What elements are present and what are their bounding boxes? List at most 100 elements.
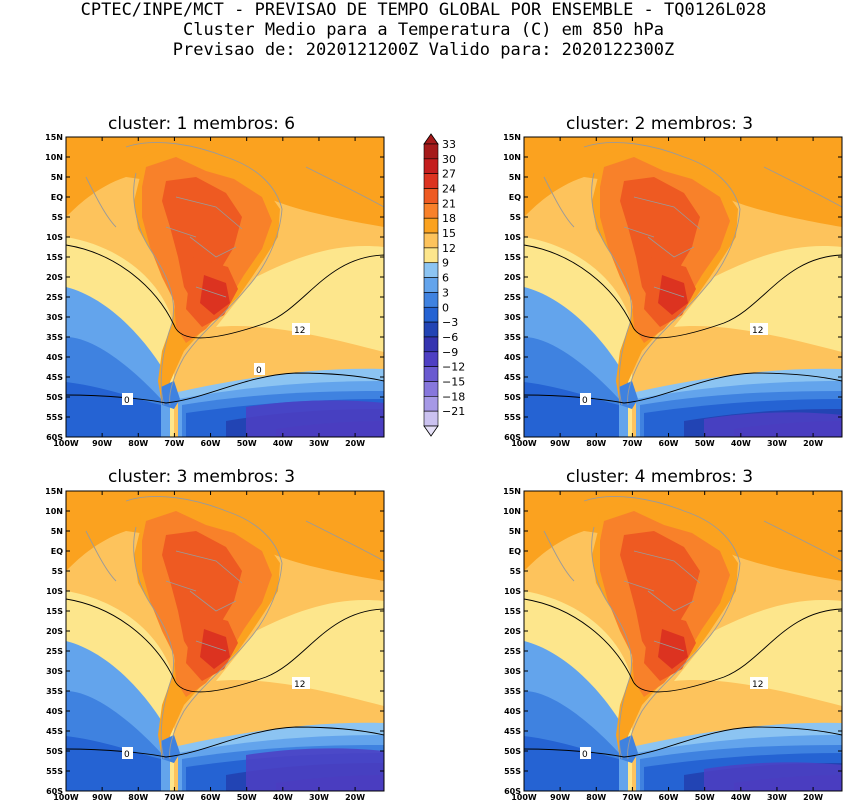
colorbar-swatch-14: [423, 336, 439, 353]
header-line-2: Cluster Medio para a Temperatura (C) em …: [182, 20, 665, 40]
colorbar-swatch-1: [423, 143, 439, 160]
colorbar-swatch-13: [423, 321, 439, 338]
lon-label-40W: 40W: [273, 439, 293, 448]
lat-label-55S: 55S: [46, 413, 63, 422]
lat-label-50S: 50S: [504, 747, 521, 756]
lat-label-5N: 5N: [51, 527, 63, 536]
map-panel-2: 12 0 15N 10N 5N EQ 5S 10S 15S 20S 25S 30S 35S 40S 45S 5…: [503, 133, 843, 448]
contour-label-box-3: [254, 363, 265, 375]
panel-frame-4: [523, 490, 843, 792]
lat-label-55S: 55S: [504, 767, 521, 776]
coastline-4: [543, 530, 575, 582]
contour-label-box-1: [750, 677, 768, 689]
colorbar-label--12: −12: [442, 361, 465, 374]
contour-label-box-2: [122, 393, 133, 405]
map-panel-1: 12 0 0 15N 10N 5N EQ 5S 10S 15S 20S 25S 30S 35S 40S 45S…: [45, 133, 385, 448]
lat-label-5S: 5S: [510, 567, 522, 576]
coastline-3: [133, 526, 175, 760]
lat-label-55S: 55S: [46, 767, 63, 776]
lat-label-40S: 40S: [46, 353, 63, 362]
lat-label-35S: 35S: [46, 687, 63, 696]
colorbar-label-3: 3: [442, 286, 449, 299]
contour-label-3: 0: [256, 366, 262, 376]
country-borders: [165, 550, 243, 652]
panel-frame-1: [65, 136, 385, 438]
colorbar-label-18: 18: [442, 212, 456, 225]
contour-label-box-2: [580, 393, 591, 405]
lat-label-50S: 50S: [46, 747, 63, 756]
contour-label-box-1: [750, 323, 768, 335]
colorbar-swatch-10: [423, 277, 439, 293]
contour-12: [66, 598, 384, 693]
lat-label-10N: 10N: [45, 153, 63, 162]
lat-label-60S: 60S: [46, 787, 63, 796]
coastline-2: [169, 208, 283, 406]
coastline-2: [169, 562, 283, 760]
colorbar-label-30: 30: [442, 153, 456, 166]
lat-label-55S: 55S: [504, 413, 521, 422]
warm-core-2: [162, 177, 242, 307]
colorbar-label-27: 27: [442, 168, 456, 181]
colorbar-bottom-arrow: [423, 425, 439, 437]
lat-label-15S: 15S: [46, 253, 63, 262]
contour-label-2: 0: [124, 396, 130, 406]
colorbar-label-9: 9: [442, 257, 449, 270]
contour-12: [524, 598, 842, 693]
colorbar-swatch-4: [423, 188, 439, 204]
contour-12: [66, 244, 384, 339]
lon-label-50W: 50W: [237, 793, 257, 802]
coastline-3: [133, 172, 175, 406]
lon-label-60W: 60W: [659, 439, 679, 448]
lat-label-5S: 5S: [52, 567, 64, 576]
lat-label-35S: 35S: [504, 687, 521, 696]
lat-label-30S: 30S: [504, 667, 521, 676]
lon-label-70W: 70W: [622, 439, 642, 448]
contour-label-2: 0: [582, 396, 588, 406]
lon-label-50W: 50W: [695, 793, 715, 802]
temperature-field-cold-pocket: [246, 748, 384, 791]
warm-core-2: [620, 531, 700, 661]
lat-label-40S: 40S: [46, 707, 63, 716]
lat-label-45S: 45S: [504, 727, 521, 736]
lon-label-70W: 70W: [164, 439, 184, 448]
coastline-5: [305, 520, 384, 562]
map-panel-3: 12 0 15N 10N 5N EQ 5S 10S 15S 20S 25S 30S 35S 40S 45S 5…: [45, 487, 385, 802]
colorbar-swatch-17: [423, 381, 439, 397]
lon-label-80W: 80W: [128, 793, 148, 802]
lat-label-40S: 40S: [504, 707, 521, 716]
lat-label-60S: 60S: [504, 433, 521, 442]
lon-label-60W: 60W: [201, 793, 221, 802]
contour-label-1: 12: [752, 680, 763, 690]
contour-label-box-2: [122, 747, 133, 759]
lat-label-5S: 5S: [510, 213, 522, 222]
colorbar-swatch-9: [423, 262, 439, 278]
lon-label-20W: 20W: [803, 793, 823, 802]
colorbar-swatch-18: [423, 396, 439, 412]
lat-label-45S: 45S: [504, 373, 521, 382]
header-line-3: Previsao de: 2020121200Z Valido para: 20…: [172, 40, 675, 60]
colorbar-label--6: −6: [442, 331, 458, 344]
contour-label-2: 0: [582, 750, 588, 760]
map-panel-4: 12 0 15N 10N 5N EQ 5S 10S 15S 20S 25S 30S 35S 40S 45S 5…: [503, 487, 843, 802]
lat-label-30S: 30S: [504, 313, 521, 322]
lat-label-45S: 45S: [46, 373, 63, 382]
lat-label-25S: 25S: [504, 647, 521, 656]
lat-label-EQ: EQ: [51, 547, 63, 556]
coastline-5: [763, 166, 842, 208]
lon-label-90W: 90W: [92, 793, 112, 802]
coastline-2: [627, 562, 741, 760]
lat-label-10S: 10S: [504, 587, 521, 596]
lat-label-5N: 5N: [509, 527, 521, 536]
coastline-5: [763, 520, 842, 562]
lat-label-20S: 20S: [504, 273, 521, 282]
colorbar-label-0: 0: [442, 301, 449, 314]
colorbar-swatch-7: [423, 232, 439, 249]
lat-label-EQ: EQ: [509, 193, 521, 202]
lon-label-80W: 80W: [586, 793, 606, 802]
colorbar-label-33: 33: [442, 138, 456, 151]
coastline-1: [583, 142, 741, 210]
lat-label-10N: 10N: [45, 507, 63, 516]
lon-label-60W: 60W: [659, 793, 679, 802]
lat-label-15S: 15S: [504, 253, 521, 262]
colorbar-swatch-16: [423, 366, 439, 382]
